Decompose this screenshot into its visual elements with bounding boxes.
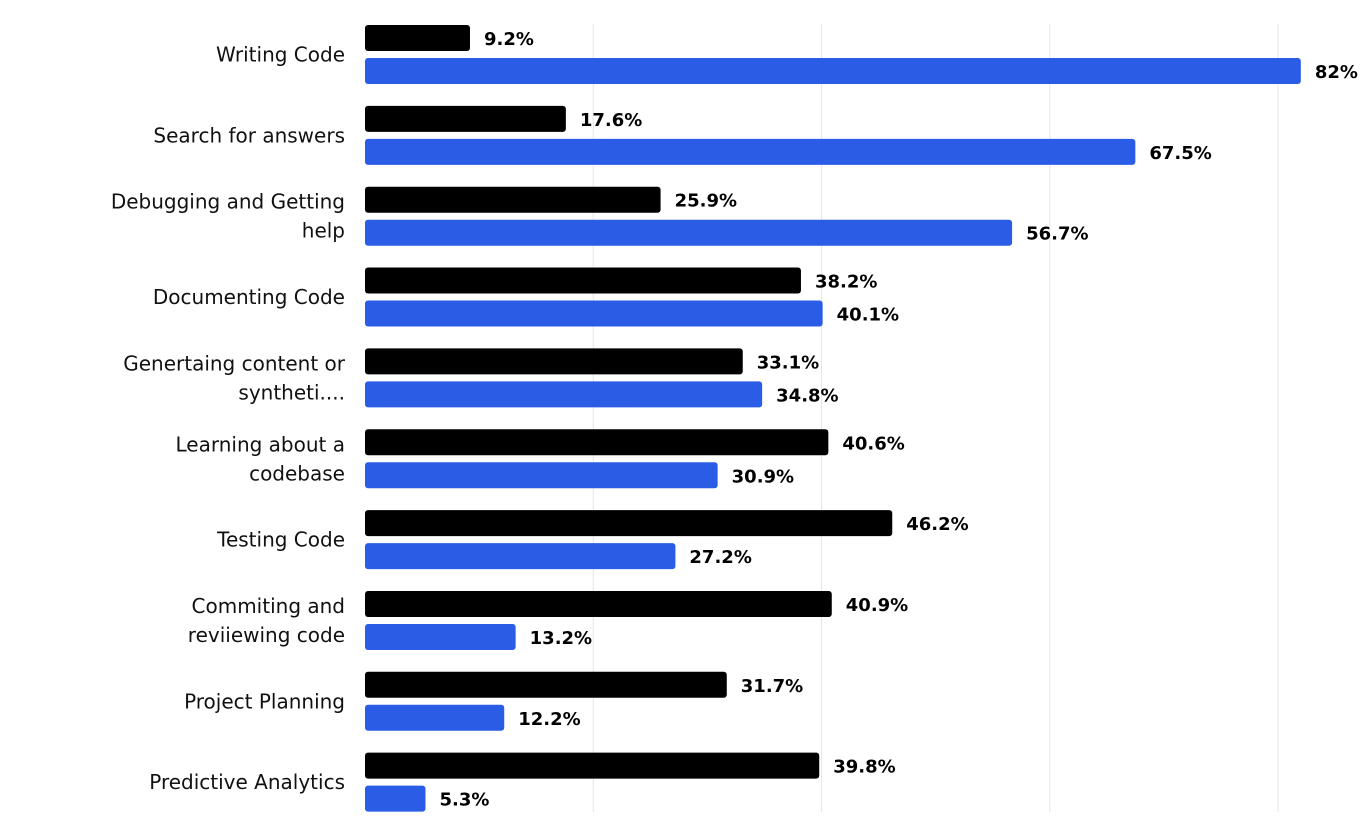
bar [365,429,829,456]
bar [365,462,718,489]
bar [365,381,763,408]
data-label: 5.3% [439,790,489,811]
category-label: Genertaing content or syntheti.... [123,351,346,404]
data-label: 82% [1315,62,1358,83]
data-label: 30.9% [732,466,794,487]
data-label: 38.2% [815,272,877,293]
category-label: Testing Code [216,528,345,552]
data-label: 33.1% [757,352,819,373]
data-label: 17.6% [580,110,642,131]
category-label: Writing Code [216,43,345,67]
category-label: Documenting Code [153,285,345,309]
category-label: Search for answers [153,123,345,147]
data-label: 31.7% [741,676,803,697]
data-label: 40.1% [837,305,899,326]
value-labels: 9.2% 82% 17.6% 67.5% 25.9% 56.7% 38.2% 40.1% 33.… [439,29,1357,811]
category-label: Learning about a codebase [175,432,345,485]
bar [365,138,1136,165]
bar [365,590,832,617]
bar [365,105,566,132]
bar [365,704,505,731]
category-label: Predictive Analytics [149,770,345,794]
data-label: 12.2% [518,709,580,730]
data-label: 9.2% [484,29,534,50]
data-label: 25.9% [675,191,737,212]
category-labels: Writing Code Search for answers Debugging … [111,43,346,795]
bar [365,510,893,537]
bar [365,219,1013,246]
bar [365,267,801,294]
bar [365,25,470,51]
bar [365,543,676,570]
data-label: 34.8% [776,385,838,406]
data-label: 40.6% [842,433,904,454]
data-label: 13.2% [530,628,592,649]
bar [365,671,727,698]
data-label: 67.5% [1149,143,1211,164]
data-label: 56.7% [1026,224,1088,245]
bar [365,348,743,375]
bar [365,785,426,812]
category-label: Debugging and Getting help [111,190,345,243]
bar [365,623,516,650]
bar [365,300,823,327]
bars [365,25,1301,812]
category-label: Commiting and reviiewing code [188,594,345,647]
data-label: 46.2% [906,514,968,535]
bar [365,58,1301,84]
bar [365,752,820,779]
data-label: 27.2% [689,547,751,568]
category-label: Project Planning [184,689,345,713]
data-label: 40.9% [846,595,908,616]
data-label: 39.8% [833,757,895,778]
bar [365,186,661,213]
